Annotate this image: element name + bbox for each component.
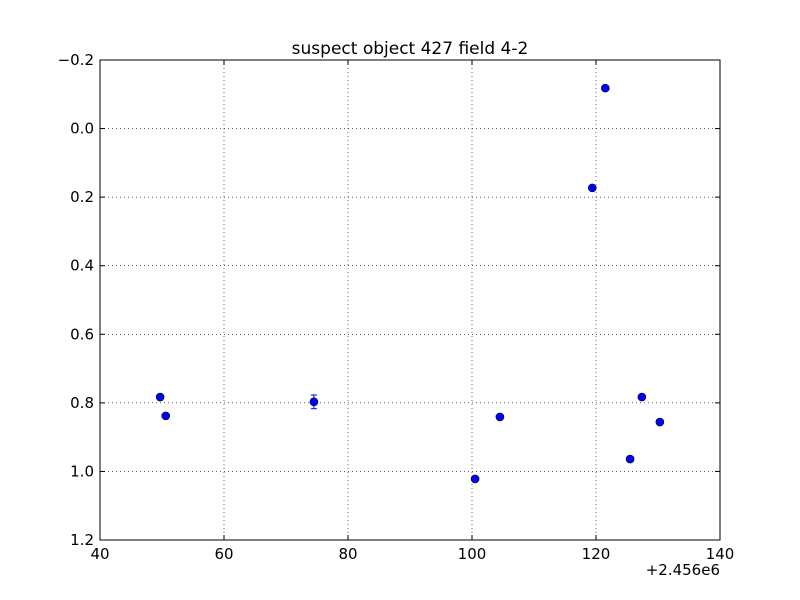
plot-frame <box>99 59 721 541</box>
x-tick-label: 100 <box>458 545 487 563</box>
point <box>495 412 505 422</box>
y-tick-label: 1.0 <box>70 462 94 480</box>
point <box>155 392 165 402</box>
point <box>161 411 171 421</box>
x-tick-label: 40 <box>90 545 109 563</box>
y-tick-label: 0.0 <box>70 120 94 138</box>
y-tick-label: 0.6 <box>70 325 94 343</box>
y-tick-label: 0.2 <box>70 188 94 206</box>
x-tick-label: 80 <box>338 545 357 563</box>
chart-title: suspect object 427 field 4-2 <box>292 39 529 59</box>
point <box>655 417 665 427</box>
point <box>600 83 610 93</box>
x-tick-label: 120 <box>582 545 611 563</box>
point <box>625 454 635 464</box>
point <box>587 183 597 193</box>
x-tick-label: 140 <box>706 545 735 563</box>
x-offset-label: +2.456e6 <box>646 561 720 579</box>
y-tick-label: −0.2 <box>58 51 94 69</box>
y-tick-label: 1.2 <box>70 531 94 549</box>
point <box>637 392 647 402</box>
point <box>309 397 319 407</box>
y-tick-label: 0.4 <box>70 257 94 275</box>
y-tick-label: 0.8 <box>70 394 94 412</box>
point <box>470 474 480 484</box>
x-tick-label: 60 <box>214 545 233 563</box>
